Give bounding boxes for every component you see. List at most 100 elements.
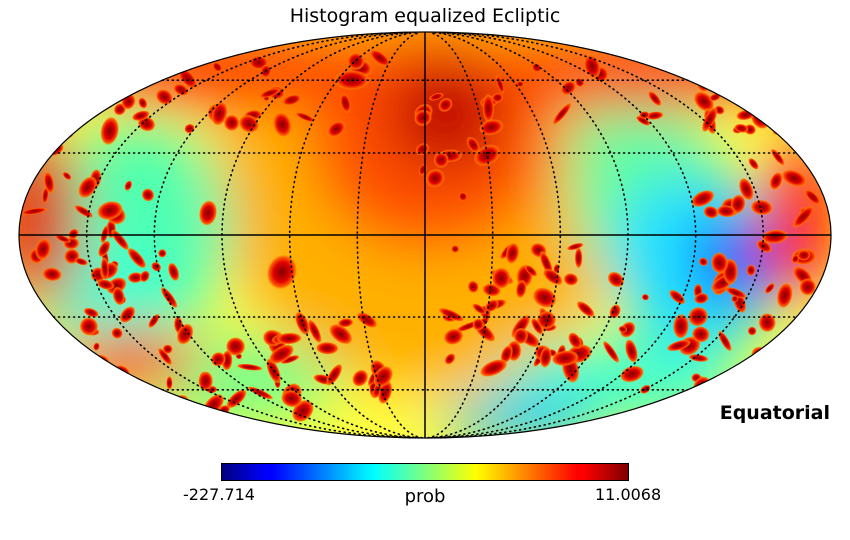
point-source-blob [95, 84, 112, 98]
colorbar-min-label: -227.714 [183, 485, 255, 504]
point-source-blob [473, 144, 501, 167]
point-source-blob [138, 97, 148, 109]
point-source-blob [721, 55, 733, 66]
point-source-blob [96, 200, 124, 221]
point-source-blob [799, 278, 817, 296]
point-source-blob [90, 364, 107, 387]
point-source-blob [356, 311, 378, 329]
point-source-blob [20, 207, 48, 216]
point-source-blob [414, 109, 432, 127]
point-source-blob [619, 321, 636, 338]
point-source-blob [198, 371, 214, 392]
point-source-blob [54, 234, 72, 243]
point-source-blob [701, 106, 718, 133]
point-source-blob [568, 332, 582, 350]
point-source-blob [693, 91, 715, 112]
point-source-blob [444, 353, 456, 365]
point-source-blob [754, 380, 762, 389]
point-source-blob [40, 109, 52, 123]
point-source-blob [112, 286, 125, 306]
point-source-blob [166, 376, 173, 390]
point-source-blob [74, 257, 88, 266]
point-source-blob [764, 282, 775, 294]
point-source-blob [793, 73, 809, 88]
point-source-blob [748, 157, 759, 170]
point-source-blob [295, 112, 316, 123]
map-boundary [18, 31, 832, 439]
point-source-blob [479, 359, 508, 377]
point-source-blob [672, 313, 690, 339]
point-source-blob [552, 102, 572, 125]
point-source-blob [268, 344, 295, 365]
point-source-blob [491, 92, 504, 103]
point-source-blob [236, 363, 264, 371]
point-source-blob [624, 338, 638, 363]
point-source-blob [516, 80, 524, 88]
point-source-blob [566, 242, 584, 251]
point-source-blob [157, 347, 173, 366]
chart-title: Histogram equalized Ecliptic [289, 5, 561, 27]
point-source-blob [266, 254, 298, 290]
point-source-blob [42, 267, 63, 282]
point-source-blob [536, 310, 557, 330]
point-source-blob [111, 327, 123, 339]
point-source-blob [151, 261, 162, 272]
point-source-blob [607, 271, 625, 288]
point-source-blob [126, 378, 135, 387]
point-source-blob [93, 342, 100, 351]
point-source-blob [619, 365, 645, 383]
point-source-blob [177, 67, 198, 89]
point-source-blob [710, 252, 729, 274]
point-source-blob [693, 292, 709, 305]
point-source-blob [438, 97, 453, 113]
point-source-blob [531, 62, 542, 73]
point-source-blob [750, 199, 774, 216]
point-source-blob [100, 224, 109, 244]
point-source-blob [119, 306, 136, 324]
point-source-blob [731, 295, 739, 303]
point-source-blob [668, 289, 686, 305]
point-source-blob [169, 406, 195, 428]
point-source-blob [693, 51, 720, 70]
point-source-blob [769, 171, 783, 191]
point-source-blob [443, 328, 464, 346]
point-source-blob [162, 344, 173, 354]
point-source-blob [734, 123, 749, 133]
point-source-blob [505, 242, 520, 265]
point-source-blob [467, 280, 479, 294]
point-source-blob [716, 205, 736, 218]
point-source-blob [795, 120, 807, 131]
point-source-blob [560, 80, 577, 96]
point-source-blob [176, 323, 194, 345]
point-source-blob [639, 111, 650, 119]
point-source-blob [576, 300, 595, 318]
point-source-blob [641, 293, 650, 301]
point-source-blob [282, 94, 302, 106]
point-source-blob [124, 180, 133, 191]
point-source-blob [74, 204, 94, 218]
point-source-blob [753, 355, 769, 377]
point-source-blob [225, 336, 246, 357]
point-source-blob [337, 318, 354, 328]
point-source-blob [532, 287, 557, 309]
point-source-blob [429, 92, 444, 101]
colorbar-gradient [222, 464, 628, 480]
point-source-blob [609, 304, 621, 319]
point-source-blob [280, 389, 303, 408]
point-source-blob [781, 169, 807, 188]
point-source-blob [703, 205, 719, 219]
colorbar [221, 463, 629, 481]
point-source-blob [148, 313, 160, 329]
point-source-blob [670, 42, 687, 58]
point-source-blob [618, 325, 628, 333]
point-source-blob [307, 319, 322, 344]
point-source-blob [83, 307, 99, 318]
point-source-blob [79, 317, 99, 336]
point-source-blob [212, 61, 223, 73]
point-source-blob [451, 245, 460, 253]
point-source-blob [211, 101, 228, 126]
point-source-blob [530, 317, 544, 335]
point-source-blob [327, 120, 346, 138]
point-source-blob [96, 279, 115, 290]
point-source-blob [776, 282, 793, 309]
